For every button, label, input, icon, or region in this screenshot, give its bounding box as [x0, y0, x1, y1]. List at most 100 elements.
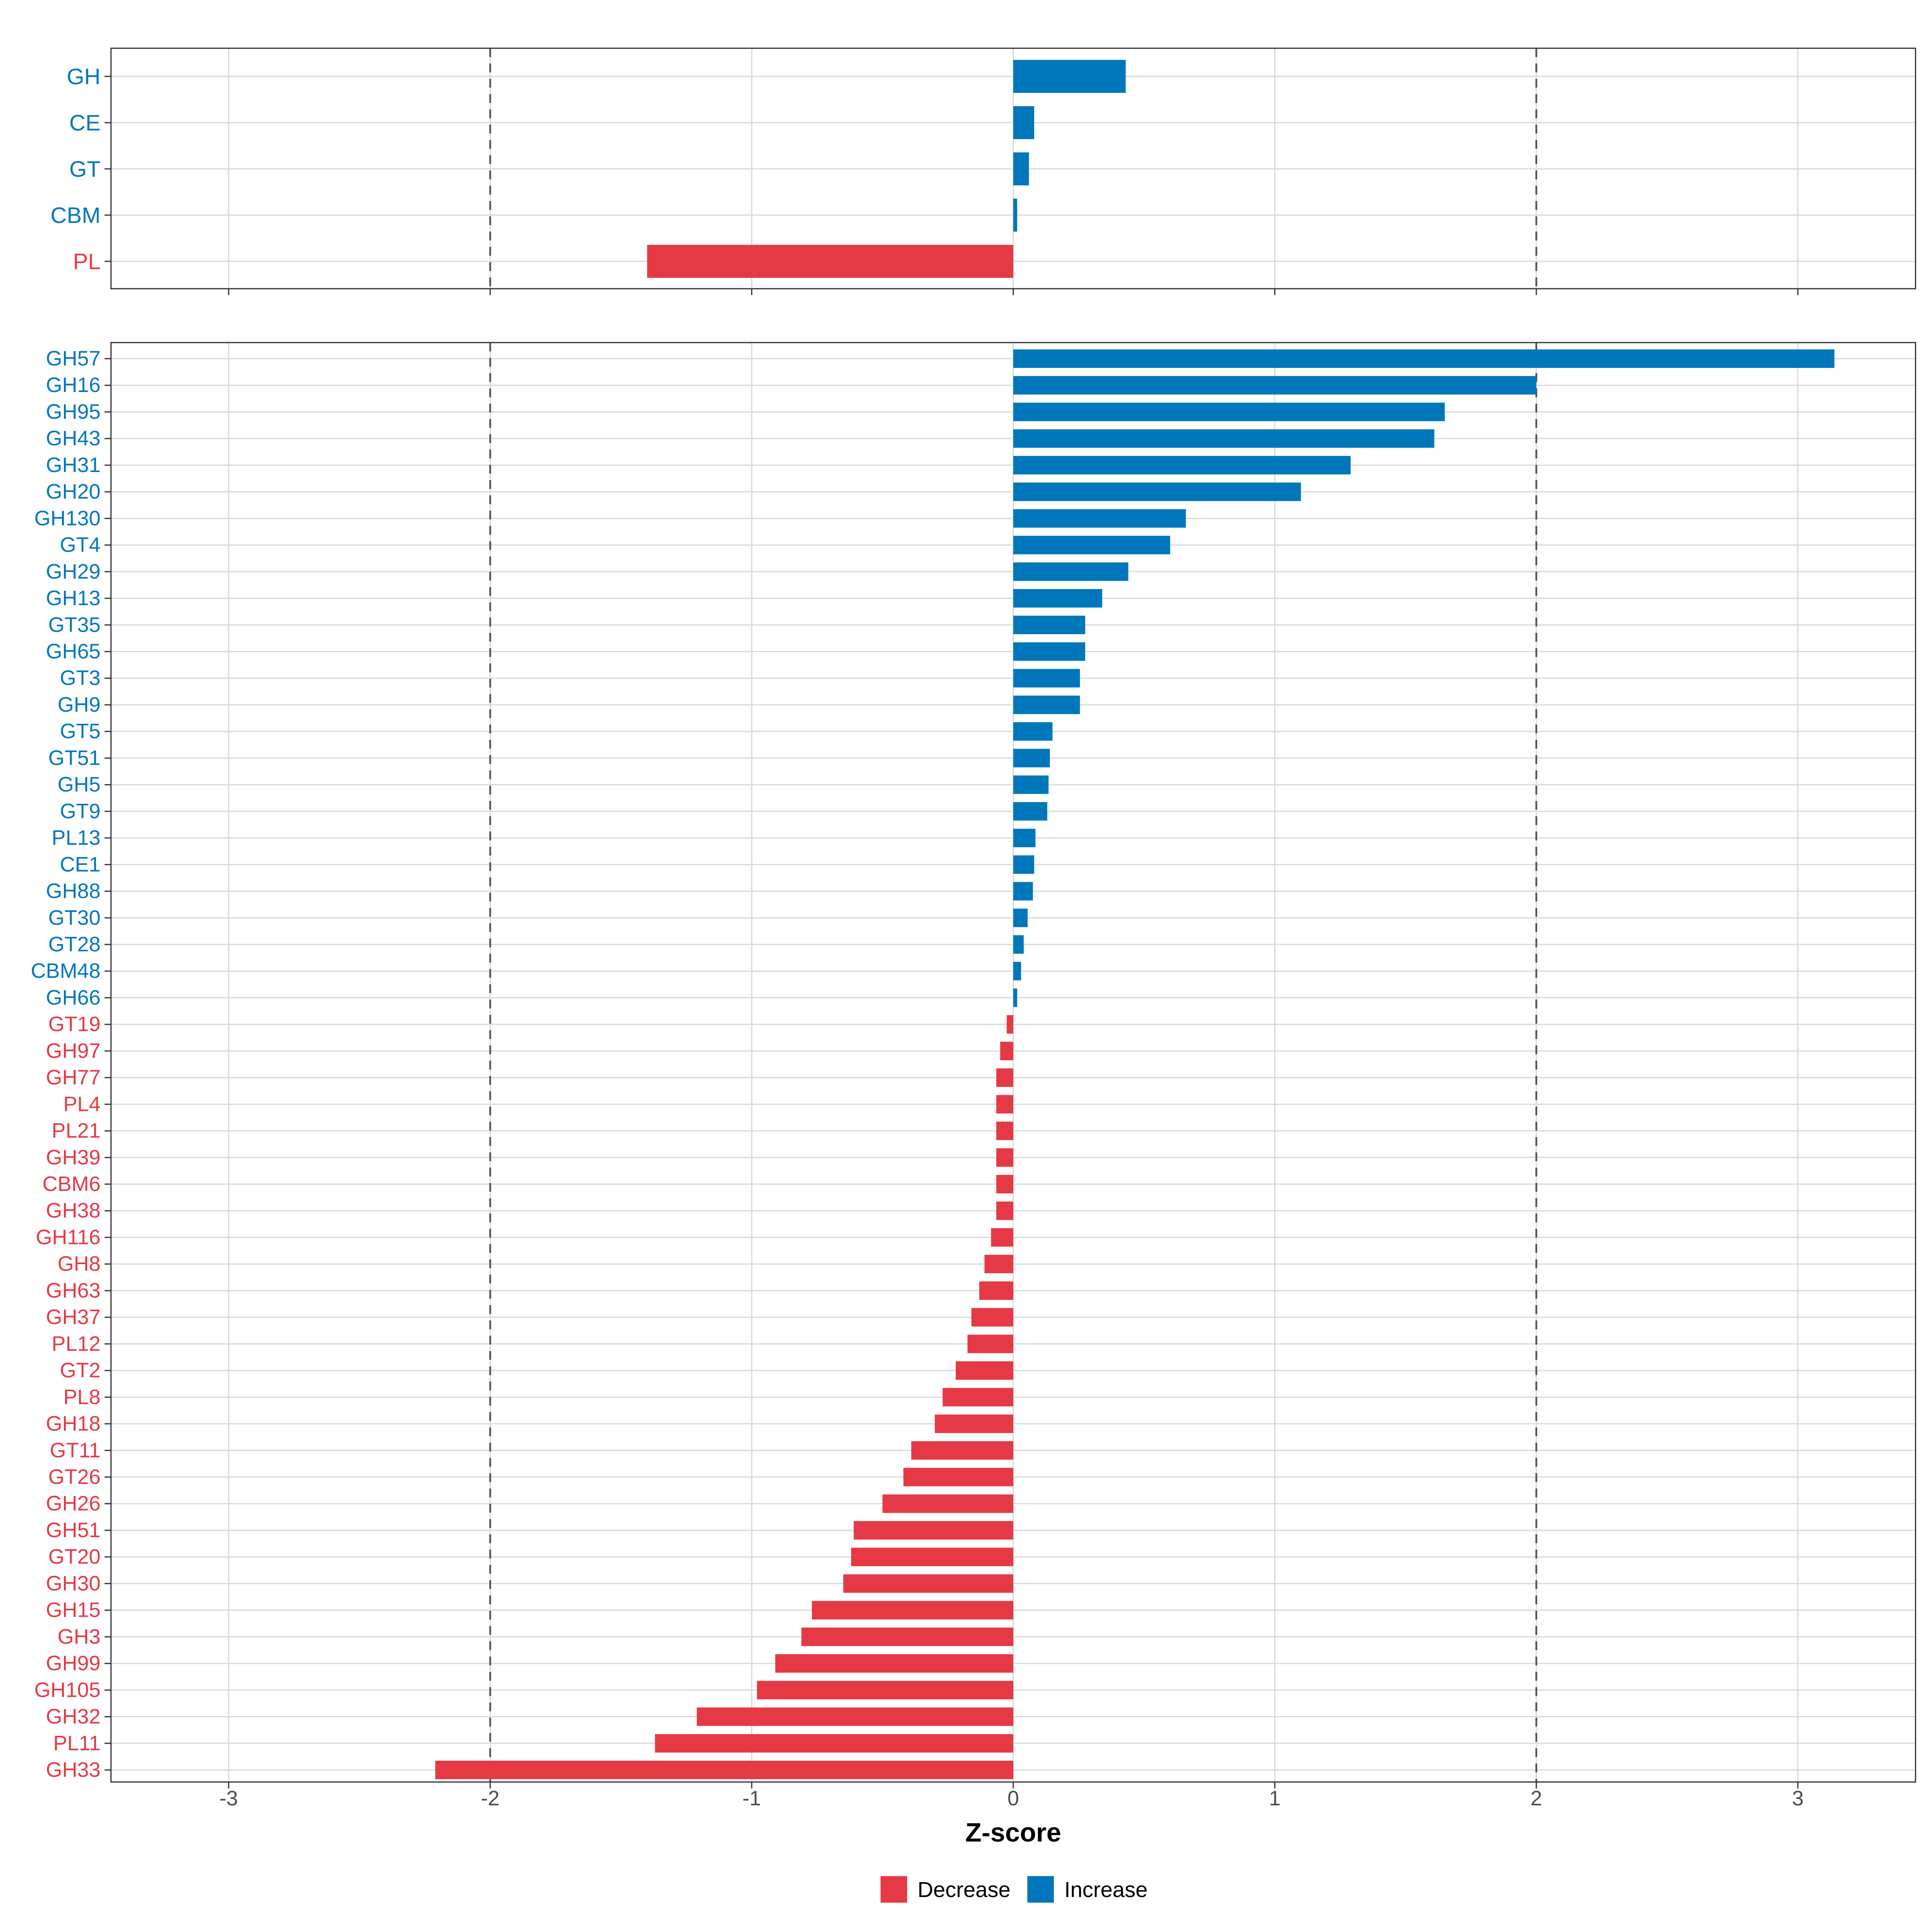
y-tick-label: GH9: [57, 693, 101, 717]
y-tick-label: GT11: [50, 1439, 101, 1462]
bar: [984, 1254, 1013, 1273]
y-tick-label: GH97: [46, 1039, 101, 1063]
y-tick-label: PL13: [52, 826, 101, 850]
bar: [1006, 1015, 1013, 1034]
bar: [996, 1068, 1013, 1087]
y-tick-label: PL: [73, 249, 101, 274]
bar: [991, 1228, 1013, 1247]
bar: [1013, 829, 1036, 848]
y-tick-label: GH130: [34, 507, 101, 530]
bar: [911, 1441, 1013, 1460]
bar: [1013, 722, 1053, 741]
y-tick-label: GH88: [46, 880, 101, 903]
bar: [1013, 616, 1085, 634]
y-tick-label: CBM: [51, 203, 101, 228]
y-tick-label: GT19: [48, 1013, 101, 1036]
bar: [1013, 935, 1024, 954]
bar: [882, 1494, 1013, 1513]
bar: [1013, 536, 1170, 554]
y-tick-label: GH39: [46, 1146, 101, 1169]
bar: [1013, 882, 1033, 901]
bar: [1013, 482, 1301, 501]
bar: [1013, 199, 1017, 232]
y-tick-label: GT30: [48, 906, 101, 930]
bar: [955, 1361, 1013, 1380]
y-tick-label: GH95: [46, 400, 101, 423]
y-tick-label: GH51: [46, 1519, 101, 1542]
y-tick-label: GH29: [46, 560, 101, 583]
bar: [812, 1601, 1013, 1620]
y-tick-label: GH57: [46, 347, 101, 370]
bar: [996, 1095, 1013, 1114]
y-tick-label: GH16: [46, 374, 101, 397]
bar: [1013, 589, 1103, 608]
y-tick-label: GH32: [46, 1705, 101, 1729]
bar: [996, 1175, 1013, 1194]
bar: [1013, 402, 1445, 421]
bar: [1013, 376, 1536, 395]
bar: [979, 1281, 1013, 1300]
x-tick-label: 3: [1792, 1787, 1804, 1810]
bar: [1013, 749, 1050, 768]
y-tick-label: GH15: [46, 1599, 101, 1622]
bar: [801, 1627, 1013, 1646]
bar: [996, 1201, 1013, 1220]
bar: [1013, 106, 1035, 139]
y-tick-label: PL21: [52, 1119, 101, 1143]
bar: [1013, 988, 1017, 1007]
legend-swatch-decrease: [881, 1876, 907, 1903]
y-tick-label: GT3: [60, 667, 101, 690]
legend-label-increase: Increase: [1064, 1878, 1148, 1902]
x-tick-label: -1: [742, 1787, 761, 1810]
bar: [996, 1148, 1013, 1167]
legend-swatch-increase: [1027, 1876, 1054, 1903]
y-tick-label: GH26: [46, 1492, 101, 1515]
bar: [655, 1734, 1013, 1753]
y-tick-label: GH18: [46, 1412, 101, 1435]
bar: [1013, 962, 1021, 981]
y-tick-label: GH43: [46, 427, 101, 450]
y-tick-label: GH31: [46, 454, 101, 477]
bar: [942, 1388, 1013, 1406]
bar: [757, 1681, 1013, 1700]
bar: [1013, 802, 1047, 821]
y-tick-label: GT9: [60, 800, 101, 823]
legend-label-decrease: Decrease: [918, 1878, 1010, 1902]
bar: [1013, 669, 1080, 688]
y-tick-label: GT: [69, 156, 101, 182]
y-tick-label: CE1: [60, 853, 101, 876]
bottom-panel: GH57 GH16 GH95 GH43 GH31 GH20 GH130 GT4 GH29 GH13…: [31, 342, 1916, 1788]
y-tick-label: GH105: [34, 1678, 101, 1702]
y-tick-label: GH8: [57, 1252, 101, 1276]
bar: [1013, 349, 1835, 368]
x-tick-label: -2: [481, 1787, 499, 1810]
bar: [1013, 695, 1080, 714]
bar: [903, 1468, 1013, 1486]
bar: [934, 1415, 1013, 1433]
y-tick-label: GH38: [46, 1199, 101, 1222]
y-tick-label: PL8: [63, 1386, 101, 1409]
top-panel: GH CE GT CBM PL: [51, 47, 1916, 295]
bar: [1013, 509, 1186, 528]
y-tick-label: GH: [67, 64, 101, 89]
bar: [647, 245, 1013, 278]
x-tick-label: -3: [220, 1787, 238, 1810]
y-tick-label: GT28: [48, 933, 101, 956]
bar: [1013, 775, 1049, 794]
y-tick-label: CBM6: [43, 1172, 101, 1196]
y-tick-label: GH30: [46, 1572, 101, 1595]
y-tick-label: GH37: [46, 1306, 101, 1329]
y-tick-label: GT35: [48, 613, 101, 636]
y-tick-label: CBM48: [31, 959, 101, 983]
y-tick-label: GT4: [60, 534, 101, 557]
bar: [1013, 562, 1129, 581]
y-tick-label: GT20: [48, 1545, 101, 1569]
y-tick-label: GH20: [46, 480, 101, 503]
y-tick-label: GH3: [57, 1625, 101, 1649]
y-tick-label: GT2: [60, 1359, 101, 1382]
x-axis-title: Z-score: [965, 1817, 1061, 1847]
bar: [775, 1654, 1013, 1673]
y-tick-label: GH5: [57, 773, 101, 797]
bar: [1000, 1041, 1013, 1060]
